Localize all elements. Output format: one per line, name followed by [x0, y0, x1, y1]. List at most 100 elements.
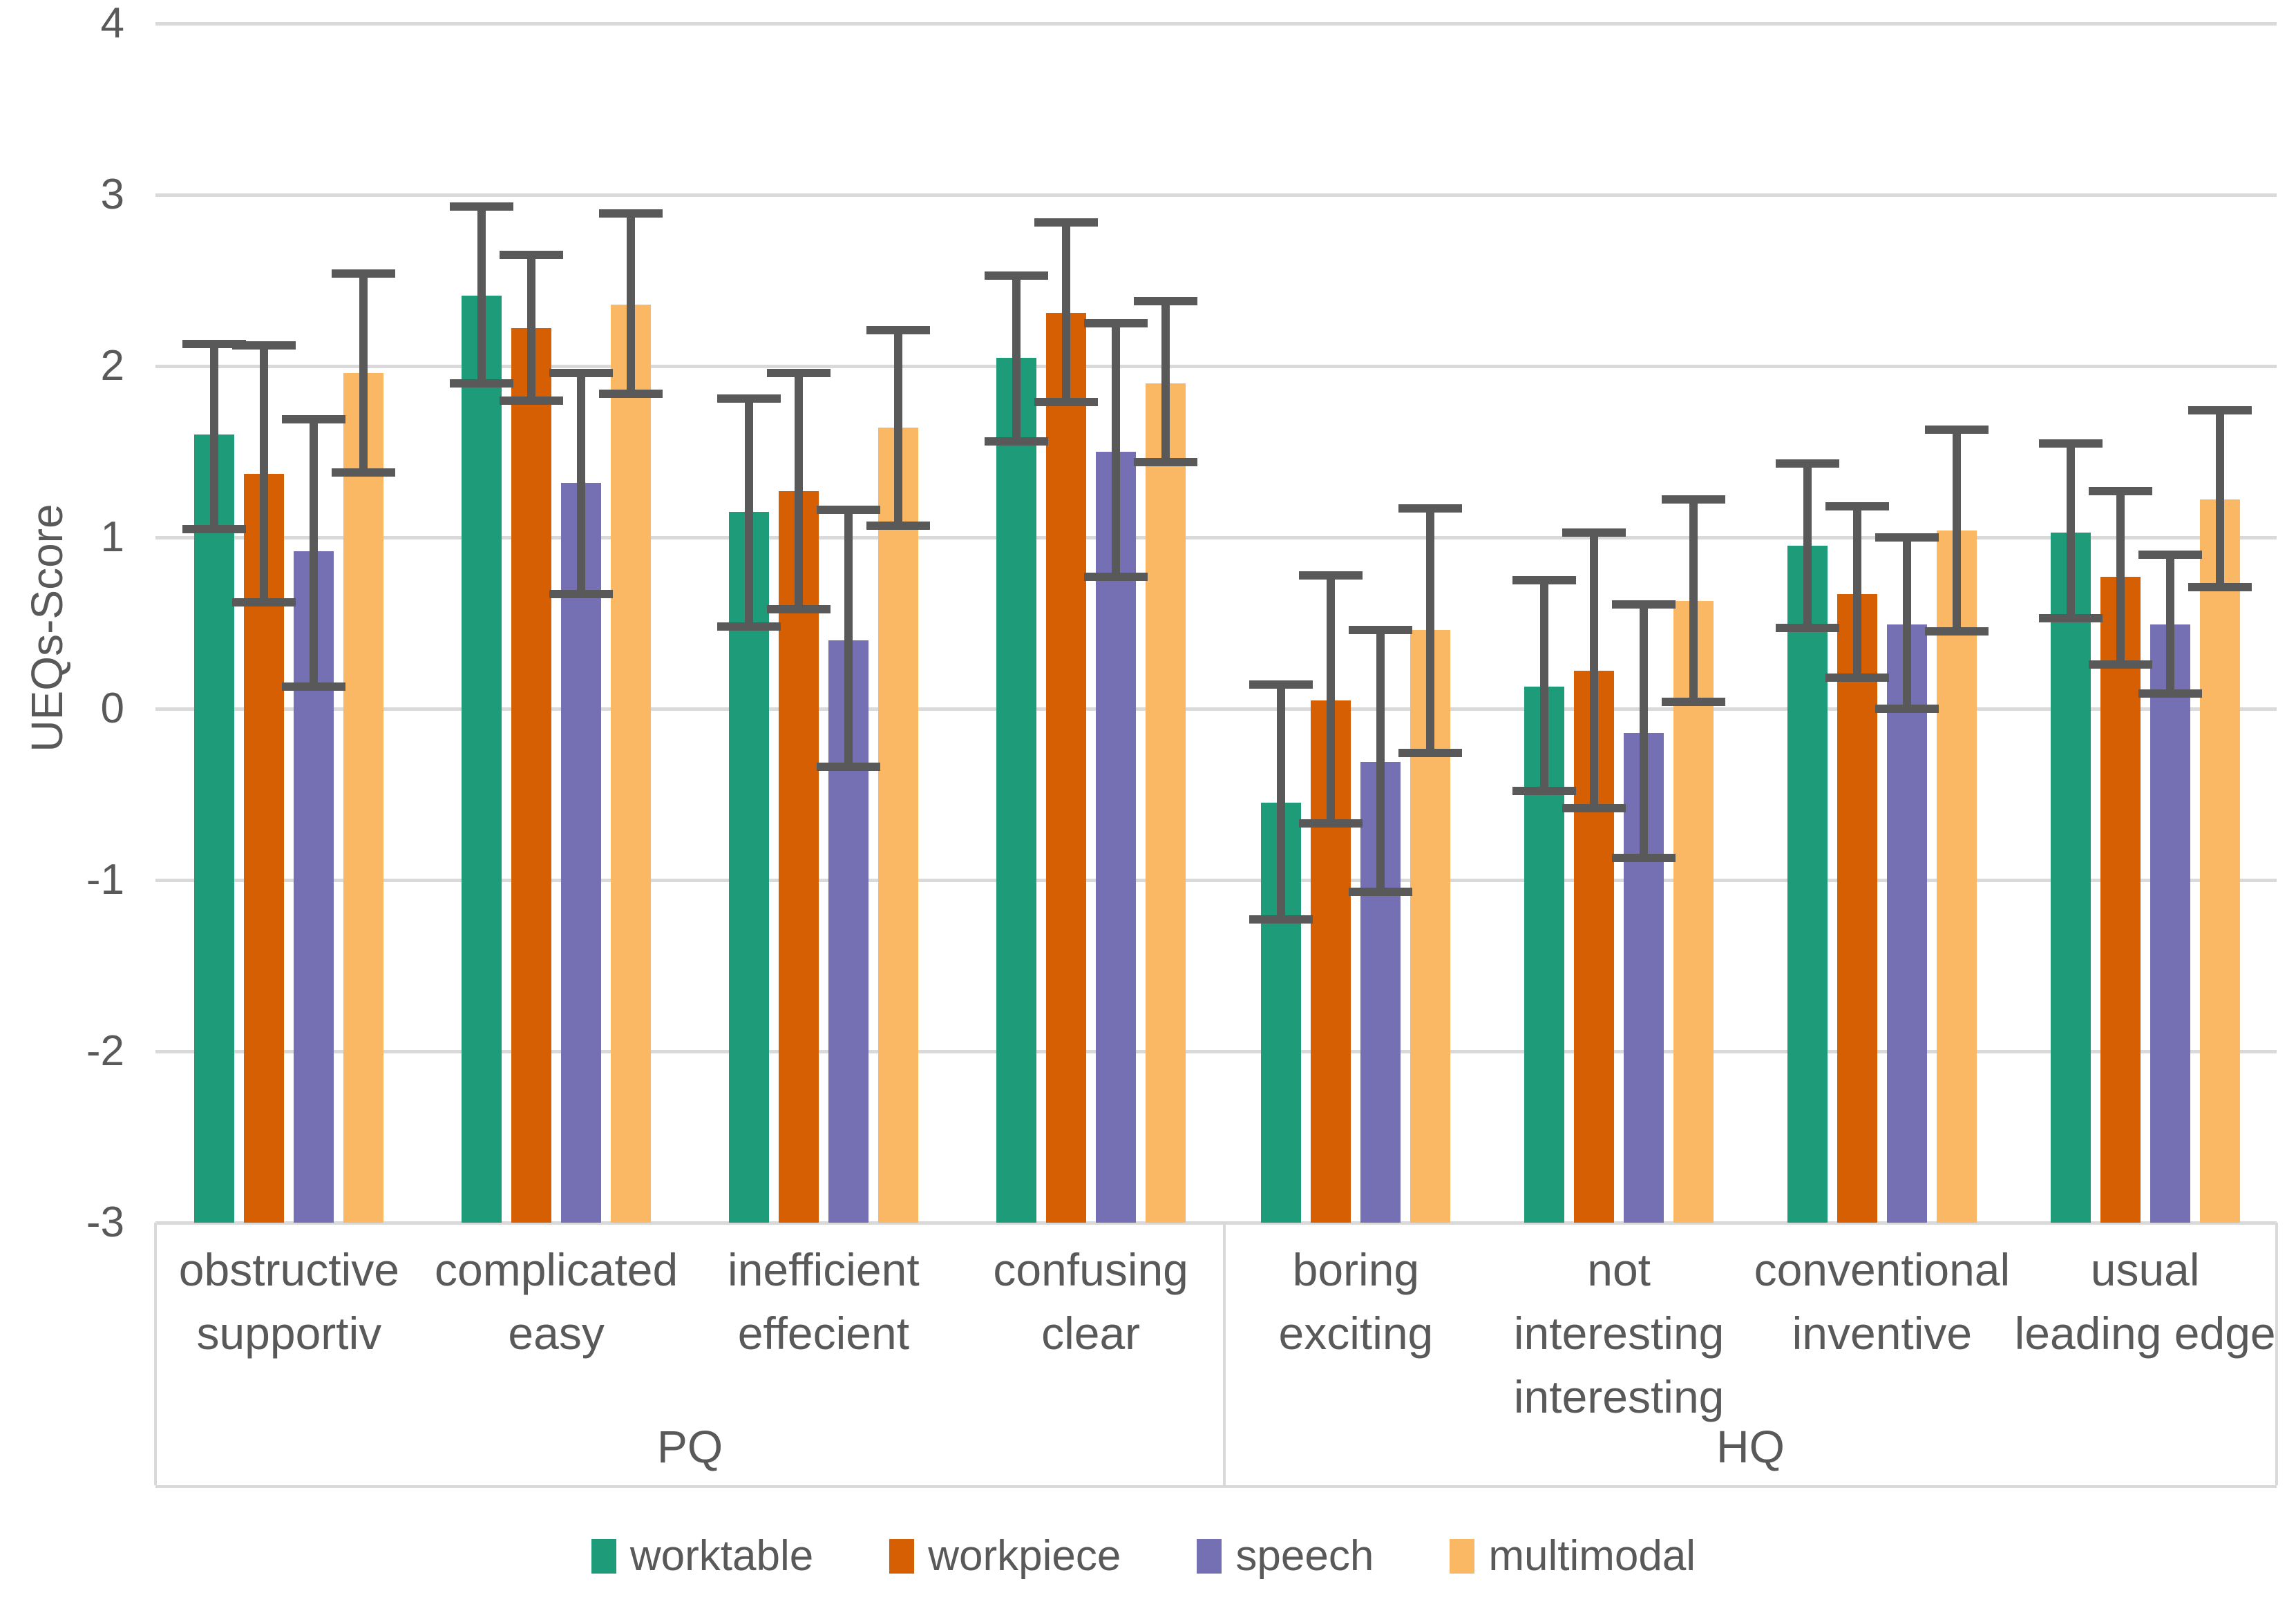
bar-worktable [2050, 532, 2091, 1223]
error-bar-line [1952, 429, 1961, 632]
error-bar-cap [599, 389, 663, 398]
category-label-line: easy [508, 1308, 605, 1359]
error-bar-line [359, 274, 368, 472]
legend-label: multimodal [1488, 1532, 1696, 1580]
bar-worktable [996, 357, 1036, 1223]
error-bar-cap [1083, 319, 1148, 327]
error-bar-line [794, 372, 803, 610]
y-axis-tick: -3 [86, 1198, 124, 1246]
error-bar-line [1590, 532, 1599, 808]
gridline [155, 707, 2277, 711]
error-bar-line [260, 345, 269, 603]
category-label: inefficient effecient [678, 1238, 969, 1365]
error-bar-cap [984, 437, 1048, 446]
y-axis-tick: -2 [86, 1027, 124, 1075]
error-bar-cap [450, 202, 514, 211]
error-bar-cap [1034, 398, 1098, 407]
error-bar-cap [549, 589, 614, 598]
error-bar-cap [500, 396, 564, 405]
error-bar-cap [1133, 457, 1197, 466]
section-label-HQ: HQ [1716, 1421, 1785, 1472]
error-bar-line [2165, 554, 2174, 694]
error-bar-cap [984, 271, 1048, 280]
error-bar-cap [1398, 504, 1463, 513]
error-bar-cap [866, 521, 930, 530]
bar-multimodal [343, 372, 384, 1223]
bar-workpiece [1045, 313, 1086, 1223]
axis-border-vertical [1223, 1223, 1226, 1485]
category-label: not interesting interesting [1474, 1238, 1764, 1429]
error-bar-cap [1562, 528, 1626, 537]
error-bar-cap [2138, 550, 2202, 559]
error-bar-cap [500, 250, 564, 259]
category-label: complicated easy [411, 1238, 701, 1365]
error-bar-cap [182, 524, 247, 533]
error-bar-cap [1512, 787, 1577, 796]
legend-item-worktable: worktable [591, 1535, 813, 1578]
error-bar-cap [450, 379, 514, 388]
category-label-line: boring [1292, 1244, 1420, 1295]
error-bar-cap [1299, 819, 1363, 828]
category-label: usual leading edge [2000, 1238, 2287, 1365]
bar-worktable [194, 434, 235, 1223]
y-axis-tick: 3 [100, 171, 124, 218]
error-bar-line [1111, 323, 1120, 577]
gridline [155, 22, 2277, 26]
error-bar-line [844, 510, 853, 767]
error-bar-cap [1612, 600, 1676, 609]
error-bar-line [893, 329, 902, 526]
category-label: conventional inventive [1737, 1238, 2027, 1365]
error-bar-cap [1349, 625, 1413, 634]
y-axis-tick: 4 [100, 0, 124, 47]
bar-multimodal [1936, 531, 1977, 1223]
axis-border-vertical [2275, 1223, 2278, 1485]
error-bar-cap [1924, 627, 1989, 636]
error-bar-cap [1775, 459, 1839, 468]
error-bar-line [1426, 508, 1435, 754]
error-bar-cap [2188, 582, 2252, 591]
error-bar-line [1803, 464, 1812, 629]
category-label-line: effecient [737, 1308, 910, 1359]
y-axis-tick: 0 [100, 685, 124, 732]
gridline [155, 879, 2277, 882]
error-bar-cap [549, 368, 614, 377]
legend-swatch-multimodal [1450, 1539, 1475, 1574]
error-bar-line [1540, 580, 1549, 792]
error-bar-cap [232, 598, 296, 607]
error-bar-line [1852, 506, 1861, 678]
error-bar-line [2215, 410, 2224, 587]
y-axis-tick: 2 [100, 342, 124, 390]
y-axis-title: UEQs-Score [22, 504, 72, 752]
bar-multimodal [2199, 499, 2240, 1223]
error-bar-line [477, 207, 486, 383]
category-label-line: complicated [435, 1244, 678, 1295]
error-bar-line [1376, 629, 1385, 892]
gridline [155, 1050, 2277, 1053]
error-bar-cap [1249, 680, 1313, 689]
bar-speech [561, 482, 602, 1223]
error-bar-cap [1562, 803, 1626, 812]
error-bar-cap [1875, 705, 1939, 713]
category-label-line: inefficient [728, 1244, 920, 1295]
bar-worktable [462, 296, 502, 1223]
error-bar-line [527, 254, 536, 401]
y-axis-tick: 1 [100, 513, 124, 561]
bar-speech [1886, 624, 1927, 1223]
category-label-line: confusing [993, 1244, 1188, 1295]
section-label-PQ: PQ [656, 1421, 723, 1472]
gridline [155, 193, 2277, 197]
error-bar-cap [1512, 576, 1577, 584]
error-bar-cap [766, 368, 831, 377]
category-label-line: exciting [1278, 1308, 1434, 1359]
category-label-line: inventive [1792, 1308, 1973, 1359]
category-label-line: conventional [1754, 1244, 2011, 1295]
legend-label: workpiece [928, 1532, 1121, 1580]
error-bar-cap [1349, 888, 1413, 897]
category-label-line: clear [1041, 1308, 1141, 1359]
error-bar-line [1689, 499, 1698, 703]
error-bar-cap [1775, 624, 1839, 633]
legend-label: speech [1235, 1532, 1374, 1580]
axis-border-vertical [154, 1223, 157, 1485]
error-bar-cap [1662, 698, 1726, 707]
